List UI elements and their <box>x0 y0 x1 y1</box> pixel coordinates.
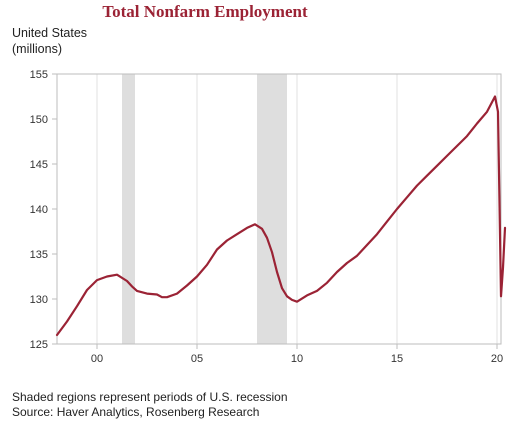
y-axis-label-line-2: (millions) <box>12 42 62 56</box>
recession-band-2 <box>257 74 287 344</box>
y-tick-label-140: 140 <box>30 204 48 216</box>
x-tick-label-20: 20 <box>491 353 503 365</box>
y-tick-label-150: 150 <box>30 114 48 126</box>
x-tick-label-15: 15 <box>391 353 403 365</box>
series-line-1 <box>55 95 507 337</box>
recession-footnote: Shaded regions represent periods of U.S.… <box>12 390 288 404</box>
x-tick-label-10: 10 <box>291 353 303 365</box>
axes-group <box>52 73 502 349</box>
x-tick-label-05: 05 <box>191 353 203 365</box>
recession-shading-group <box>122 74 287 344</box>
x-tick-label-00: 00 <box>91 353 103 365</box>
series-group <box>55 95 507 337</box>
y-tick-label-125: 125 <box>30 339 48 351</box>
y-axis-label-line-1: United States <box>12 26 88 40</box>
y-tick-label-145: 145 <box>30 159 48 171</box>
plot-frame <box>56 73 502 345</box>
recession-band-1 <box>122 74 135 344</box>
tick-labels-group: 00 05 10 15 20 125 130 135 140 145 150 155 <box>30 69 503 365</box>
y-tick-label-155: 155 <box>30 69 48 81</box>
y-tick-label-130: 130 <box>30 294 48 306</box>
y-tick-label-135: 135 <box>30 249 48 261</box>
chart-title: Total Nonfarm Employment <box>102 2 308 21</box>
source-footnote: Source: Haver Analytics, Rosenberg Resea… <box>12 405 260 419</box>
gridlines-group <box>96 74 498 344</box>
